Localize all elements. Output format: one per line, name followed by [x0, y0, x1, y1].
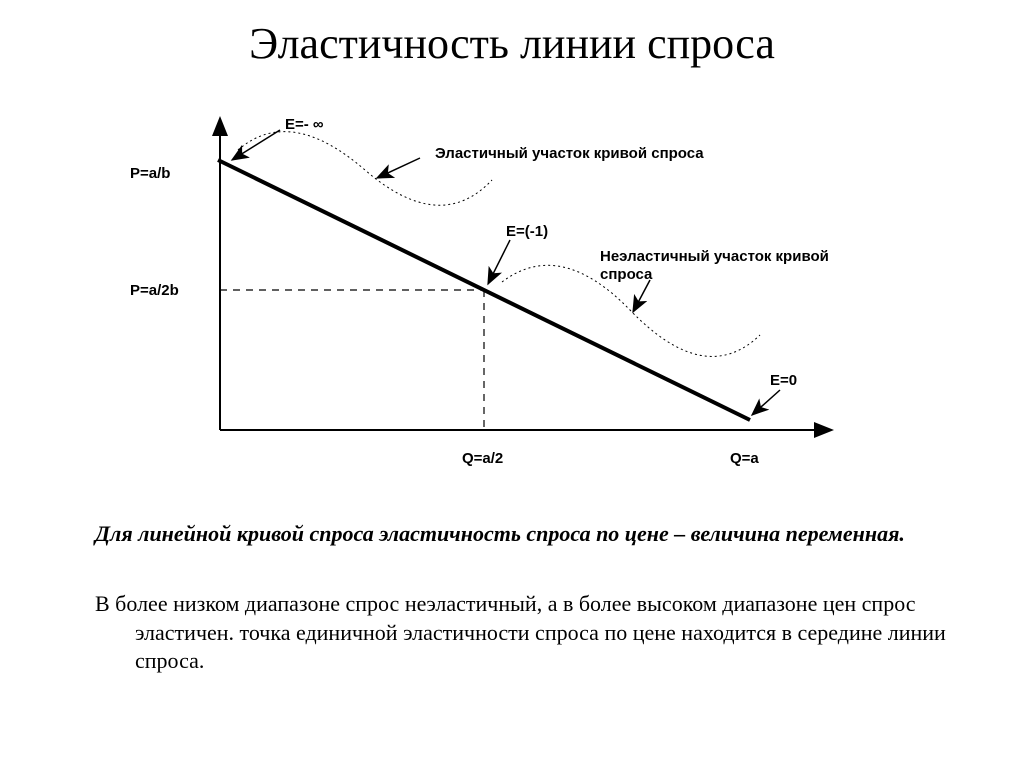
- body-para-2-text: В более низком диапазоне спрос неэластич…: [55, 590, 965, 676]
- label-p-ab: P=a/b: [130, 165, 170, 182]
- label-p-a2b: P=a/2b: [130, 282, 179, 299]
- body-para-1-text: Для линейной кривой спроса эластичность …: [55, 520, 965, 549]
- label-q-a: Q=a: [730, 450, 759, 467]
- label-elastic: Эластичный участок кривой спроса: [435, 145, 704, 162]
- slide-title: Эластичность линии спроса: [0, 18, 1024, 69]
- arrow-e-mid: [488, 240, 510, 284]
- arrow-inelastic: [633, 280, 650, 312]
- label-inelastic: Неэластичный участок кривой спроса: [600, 248, 890, 284]
- chart-svg: [130, 110, 890, 490]
- demand-elasticity-chart: E=- ∞ Эластичный участок кривой спроса E…: [130, 110, 890, 490]
- label-e-zero: E=0: [770, 372, 797, 389]
- label-inelastic-l2: спроса: [600, 266, 652, 283]
- slide: Эластичность линии спроса: [0, 0, 1024, 768]
- elastic-bracket: [238, 132, 492, 206]
- arrow-elastic: [377, 158, 420, 178]
- body-para-2: В более низком диапазоне спрос неэластич…: [55, 590, 965, 682]
- label-e-inf: E=- ∞: [285, 116, 324, 133]
- body-para-1: Для линейной кривой спроса эластичность …: [55, 520, 965, 555]
- arrow-e-zero: [752, 390, 780, 415]
- arrow-e-inf: [232, 130, 280, 160]
- label-e-mid: E=(-1): [506, 223, 548, 240]
- label-inelastic-l1: Неэластичный участок кривой: [600, 248, 829, 265]
- label-q-a2: Q=a/2: [462, 450, 503, 467]
